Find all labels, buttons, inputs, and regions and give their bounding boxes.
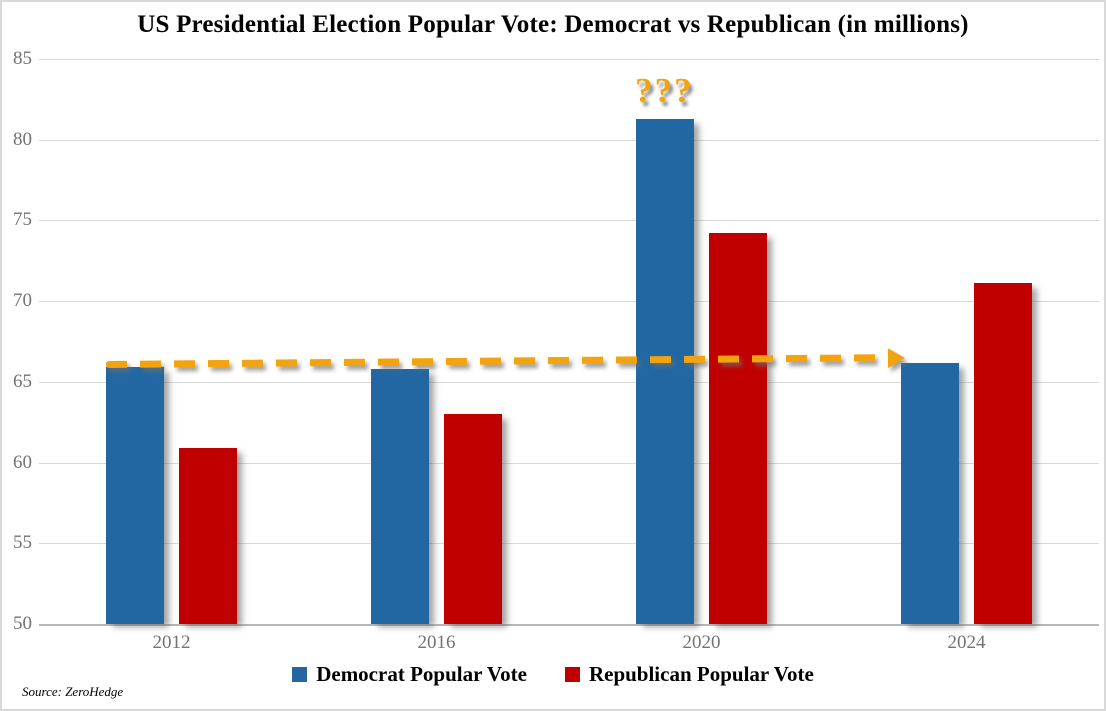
legend-label-republican: Republican Popular Vote (588, 662, 814, 686)
bar-group-2024 (834, 59, 1099, 624)
bar-democrat-2016 (371, 368, 429, 624)
y-tick-label-55: 55 (13, 532, 32, 554)
democrat-swatch-icon (292, 667, 308, 682)
bar-group-2016 (304, 59, 569, 624)
republican-swatch-icon (564, 667, 580, 682)
y-tick-label-75: 75 (13, 209, 32, 231)
legend-label-democrat: Democrat Popular Vote (316, 662, 527, 686)
bar-democrat-2020 (636, 118, 694, 624)
y-tick-label-80: 80 (13, 128, 32, 150)
x-axis-label-2012: 2012 (152, 632, 191, 653)
plot-area: ??? (39, 59, 1099, 626)
bar-republican-2024 (974, 283, 1032, 624)
legend-item-republican: Republican Popular Vote (564, 662, 814, 687)
chart-title: US Presidential Election Popular Vote: D… (137, 11, 969, 38)
bar-republican-2016 (444, 414, 502, 624)
x-axis-label-2024: 2024 (947, 632, 986, 653)
y-tick-label-60: 60 (13, 451, 32, 473)
legend-item-democrat: Democrat Popular Vote (292, 662, 527, 687)
bar-republican-2020 (709, 233, 767, 624)
bar-group-2012 (39, 59, 304, 624)
y-tick-label-50: 50 (13, 613, 32, 634)
bar-democrat-2024 (901, 362, 959, 624)
x-axis-label-2020: 2020 (682, 632, 721, 653)
legend: Democrat Popular Vote Republican Popular… (2, 662, 1104, 687)
gridline-75 (39, 220, 1099, 222)
gridline-85 (39, 59, 1099, 60)
gridline-80 (39, 139, 1099, 141)
y-axis-labels: 50 55 60 65 70 75 80 85 (4, 48, 34, 634)
arrow-head-icon (887, 347, 905, 368)
bar-republican-2012 (179, 448, 237, 624)
gridline-65 (39, 381, 1099, 383)
x-axis-labels: 2012 2016 2020 2024 (39, 632, 1099, 656)
gridline-70 (39, 301, 1099, 303)
bar-democrat-2012 (106, 367, 164, 624)
bar-group-2020 (569, 59, 834, 624)
source-credit: Source: ZeroHedge (22, 684, 124, 699)
gridline-60 (39, 462, 1099, 464)
y-tick-label-70: 70 (13, 290, 32, 312)
y-tick-label-65: 65 (13, 370, 32, 392)
gridline-55 (39, 543, 1099, 545)
x-axis-label-2016: 2016 (417, 632, 456, 653)
y-tick-label-85: 85 (13, 48, 32, 69)
question-marks-annotation: ??? (635, 71, 694, 110)
